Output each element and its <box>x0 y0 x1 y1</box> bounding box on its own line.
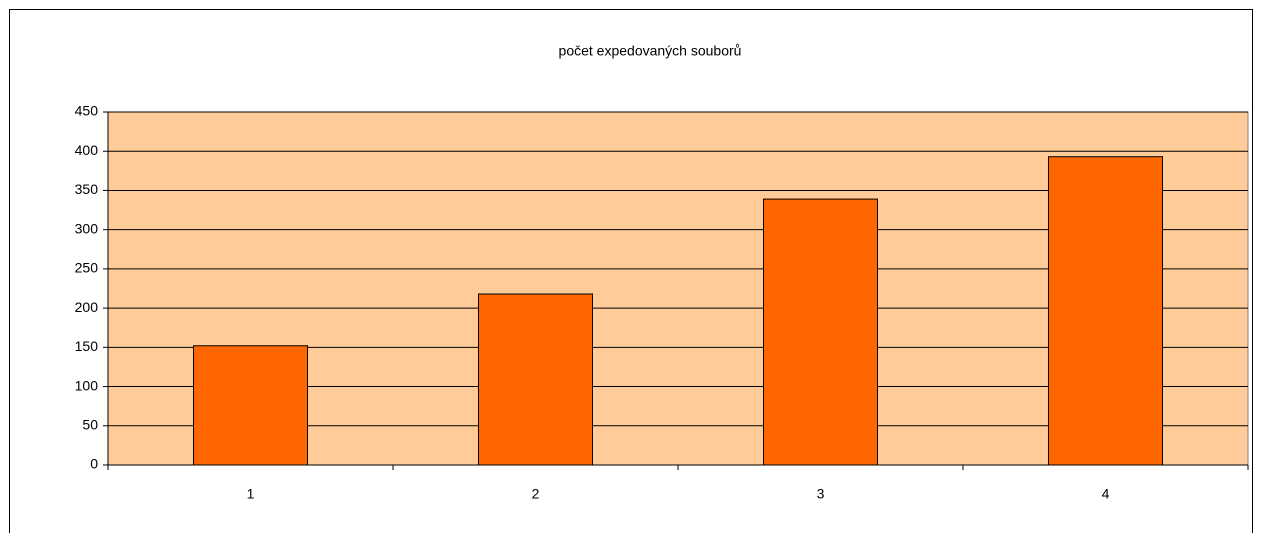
y-tick-label: 200 <box>75 299 99 315</box>
bar <box>763 198 878 466</box>
y-tick-label: 300 <box>75 220 99 236</box>
bar <box>1048 156 1163 466</box>
bar <box>193 345 308 466</box>
y-tick-label: 450 <box>75 103 99 119</box>
y-tick-label: 50 <box>82 416 98 432</box>
y-tick-label: 100 <box>75 377 99 393</box>
chart-title: počet expedovaných souborů <box>559 43 742 59</box>
x-tick-label: 4 <box>1102 486 1110 502</box>
y-tick-label: 0 <box>90 456 98 472</box>
x-tick-label: 1 <box>247 486 255 502</box>
y-tick-label: 350 <box>75 181 99 197</box>
x-tick-label: 2 <box>532 486 540 502</box>
y-tick-label: 400 <box>75 142 99 158</box>
y-tick-label: 150 <box>75 338 99 354</box>
y-tick-label: 250 <box>75 260 99 276</box>
bar <box>478 293 593 466</box>
x-tick-label: 3 <box>817 486 825 502</box>
